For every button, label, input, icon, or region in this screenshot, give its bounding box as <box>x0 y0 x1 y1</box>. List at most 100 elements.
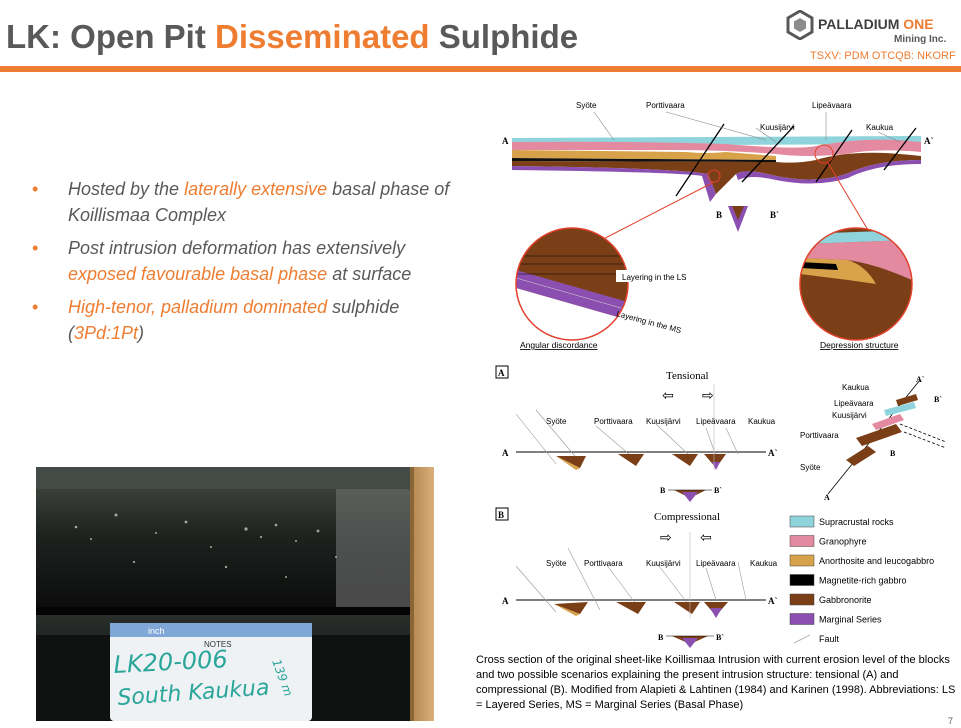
cross-section-a-a: Syöte Porttivaara Lipeävaara Kuusijärvi … <box>502 101 934 249</box>
svg-text:Kuusijärvi: Kuusijärvi <box>646 417 681 426</box>
legend-label: Anorthosite and leucogabbro <box>819 556 934 566</box>
svg-text:A: A <box>502 596 509 606</box>
drill-core-photo: inch NOTES LK20-006 South Kaukua 139 m <box>36 467 434 721</box>
inset-depression-structure: Depression structure <box>799 227 913 350</box>
svg-text:A: A <box>502 136 509 146</box>
svg-text:A: A <box>502 448 509 458</box>
svg-text:Tensional: Tensional <box>666 370 709 382</box>
highlighted-text: 3Pd:1Pt <box>74 323 139 343</box>
svg-text:Porttivaara: Porttivaara <box>800 431 839 440</box>
svg-text:A: A <box>824 493 830 502</box>
svg-text:B: B <box>890 449 896 458</box>
svg-text:Porttivaara: Porttivaara <box>594 417 633 426</box>
legend-item: Anorthosite and leucogabbro <box>789 554 934 567</box>
svg-text:A`: A` <box>924 136 934 146</box>
svg-text:Syöte: Syöte <box>800 463 821 472</box>
legend-swatch <box>789 554 815 567</box>
svg-text:B`: B` <box>934 395 942 404</box>
svg-text:Kaukua: Kaukua <box>842 383 870 392</box>
bullet-text: basal phase of Koillismaa Complex <box>68 179 450 225</box>
svg-text:⇨: ⇨ <box>660 530 672 546</box>
svg-text:B`: B` <box>714 486 722 495</box>
inset-angular-discordance: Layering in the LS Layering in the MS An… <box>515 227 708 350</box>
svg-text:A`: A` <box>916 375 925 384</box>
legend-item: Gabbronorite <box>789 593 872 606</box>
legend-item: Marginal Series <box>789 613 882 625</box>
svg-text:B`: B` <box>716 633 724 642</box>
figure-legend: Supracrustal rocks Granophyre Anorthosite … <box>789 515 934 644</box>
legend-label: Supracrustal rocks <box>819 517 894 527</box>
svg-text:Porttivaara: Porttivaara <box>646 101 685 110</box>
legend-swatch <box>789 574 815 586</box>
legend-swatch <box>789 515 815 528</box>
svg-text:B: B <box>498 510 504 520</box>
legend-item: Granophyre <box>789 535 867 547</box>
block-diagram: Kaukua Lipeävaara Kuusijärvi Porttivaara… <box>800 375 947 502</box>
svg-text:Kaukua: Kaukua <box>750 559 778 568</box>
legend-label: Gabbronorite <box>819 595 872 605</box>
sample-tag: inch NOTES LK20-006 South Kaukua 139 m <box>110 623 312 721</box>
legend-label: Magnetite-rich gabbro <box>819 576 907 586</box>
title-suffix: Sulphide <box>429 18 579 55</box>
legend-item: Magnetite-rich gabbro <box>789 574 907 586</box>
svg-text:⇨: ⇨ <box>702 388 714 404</box>
ruler-label: inch <box>148 626 165 636</box>
svg-text:Lipeävaara: Lipeävaara <box>834 399 874 408</box>
bullet-text: ) <box>138 323 145 343</box>
legend-swatch <box>789 593 815 606</box>
panel-b-compressional: B Compressional ⇨ ⇦ A A` Syöte Porttivaa… <box>495 507 778 648</box>
svg-text:B: B <box>658 633 664 642</box>
svg-text:⇦: ⇦ <box>700 530 712 546</box>
svg-text:Syöte: Syöte <box>576 101 597 110</box>
bullet-text: Hosted by the <box>68 179 185 199</box>
svg-text:Kuusijärvi: Kuusijärvi <box>646 559 681 568</box>
highlighted-text: High-tenor, palladium dominated <box>68 297 328 317</box>
page-number: 7 <box>948 716 954 726</box>
legend-label: Marginal Series <box>819 615 882 625</box>
highlighted-text: laterally extensive <box>184 179 328 199</box>
logo-name: PALLADIUM ONE <box>818 16 934 32</box>
geology-cross-section-figure: Syöte Porttivaara Lipeävaara Kuusijärvi … <box>495 101 947 648</box>
handwriting-hole-id: LK20-006 <box>113 645 228 679</box>
svg-text:Layering in the MS: Layering in the MS <box>615 309 682 335</box>
svg-text:Kaukua: Kaukua <box>866 123 894 132</box>
svg-text:⇦: ⇦ <box>662 388 674 404</box>
svg-text:Syöte: Syöte <box>546 417 567 426</box>
bullet-dot-icon: • <box>32 179 39 199</box>
title-accent: Disseminated <box>215 18 430 55</box>
bullet-list: • Hosted by the laterally extensive basal… <box>32 176 452 353</box>
legend-swatch <box>793 634 811 644</box>
logo-hexagon-icon <box>786 10 814 40</box>
svg-text:Angular discordance: Angular discordance <box>520 340 598 350</box>
highlighted-text: exposed favourable basal phase <box>68 264 328 284</box>
slide-title: LK: Open Pit Disseminated Sulphide <box>6 18 578 56</box>
svg-text:A: A <box>498 368 505 378</box>
svg-text:B: B <box>660 486 666 495</box>
title-underline <box>0 66 961 72</box>
notes-label: NOTES <box>204 640 232 649</box>
svg-text:A`: A` <box>768 448 778 458</box>
logo-subtitle: Mining Inc. <box>894 34 947 45</box>
svg-text:Lipeävaara: Lipeävaara <box>696 417 736 426</box>
legend-label: Granophyre <box>819 537 867 547</box>
svg-text:Compressional: Compressional <box>654 511 720 523</box>
legend-label: Fault <box>819 634 840 644</box>
bullet-dot-icon: • <box>32 297 39 317</box>
svg-text:Kaukua: Kaukua <box>748 417 776 426</box>
svg-text:Layering in the LS: Layering in the LS <box>622 273 687 282</box>
legend-swatch <box>789 613 815 625</box>
svg-text:A`: A` <box>768 596 778 606</box>
svg-text:B`: B` <box>770 210 779 220</box>
legend-item: Fault <box>793 634 840 644</box>
bullet-item: • Hosted by the laterally extensive basal… <box>32 176 452 228</box>
bullet-text: sulphide ( <box>68 297 400 343</box>
title-prefix: LK: Open Pit <box>6 18 215 55</box>
svg-text:B: B <box>716 210 722 220</box>
bullet-item: • Post intrusion deformation has extensiv… <box>32 235 452 287</box>
svg-text:Depression structure: Depression structure <box>820 340 899 350</box>
figure-caption: Cross section of the original sheet-like… <box>476 654 956 711</box>
svg-text:Kuusijärvi: Kuusijärvi <box>760 123 795 132</box>
bullet-dot-icon: • <box>32 238 39 258</box>
svg-text:Syöte: Syöte <box>546 559 567 568</box>
svg-text:Kuusijärvi: Kuusijärvi <box>832 411 867 420</box>
